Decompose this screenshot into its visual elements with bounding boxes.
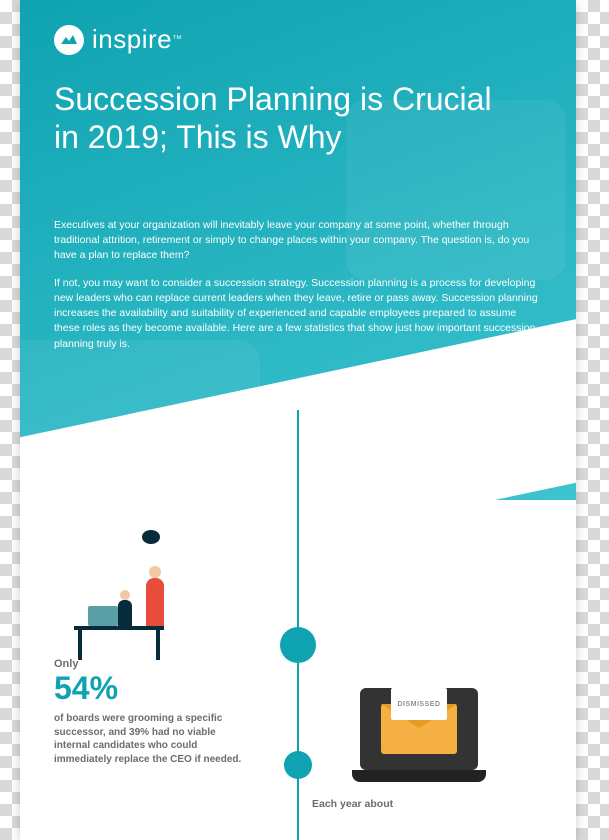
person-standing-icon (146, 578, 164, 630)
people-desk-illustration (54, 530, 284, 650)
laptop-envelope-illustration: DISMISSED (312, 670, 542, 790)
desk-icon (74, 626, 164, 630)
laptop-screen-icon: DISMISSED (360, 688, 478, 770)
stat-right-lead: Each year about (312, 798, 542, 810)
logo-mark-icon (54, 25, 84, 55)
timeline-node-1 (280, 627, 316, 663)
stat-block-right: DISMISSED Each year about (312, 670, 542, 810)
speech-bubble-icon (142, 530, 160, 544)
infographic-page: inspire™ Succession Planning is Crucial … (20, 0, 576, 840)
intro-paragraph-2: If not, you may want to consider a succe… (54, 276, 542, 352)
brand-logo: inspire™ (54, 24, 182, 55)
page-title: Succession Planning is Crucial in 2019; … (54, 80, 516, 157)
brand-name-text: inspire (92, 24, 172, 54)
dismissed-letter: DISMISSED (391, 688, 447, 720)
timeline-node-2 (284, 751, 312, 779)
trademark-icon: ™ (172, 34, 182, 45)
stat-value-54: 54% (54, 672, 284, 704)
stats-section: Only 54% of boards were grooming a speci… (20, 500, 576, 840)
person-seated-icon (118, 600, 132, 626)
envelope-icon: DISMISSED (381, 704, 457, 754)
stat-description: of boards were grooming a specific succe… (54, 712, 254, 766)
small-laptop-icon (88, 606, 118, 626)
laptop-base-icon (352, 770, 486, 782)
intro-paragraph-1: Executives at your organization will ine… (54, 218, 542, 264)
brand-name: inspire™ (92, 24, 182, 55)
stat-block-left: Only 54% of boards were grooming a speci… (54, 530, 284, 766)
stat-prefix: Only (54, 658, 284, 670)
